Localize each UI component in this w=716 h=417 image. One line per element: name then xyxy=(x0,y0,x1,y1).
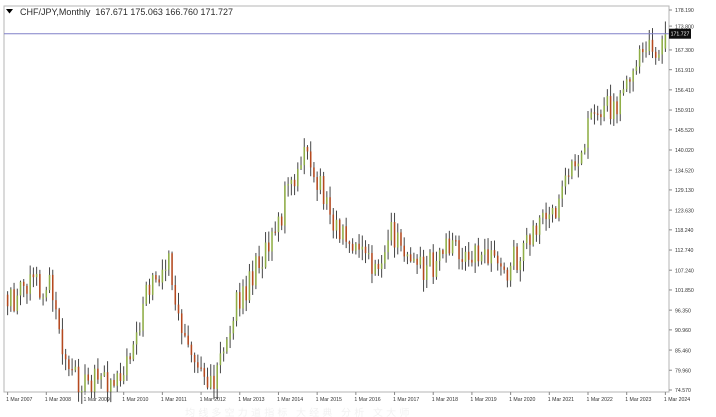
svg-text:161.910: 161.910 xyxy=(675,68,694,74)
svg-text:140.020: 140.020 xyxy=(675,148,694,154)
svg-text:178.190: 178.190 xyxy=(675,8,694,14)
svg-text:156.410: 156.410 xyxy=(675,88,694,94)
svg-text:134.520: 134.520 xyxy=(675,168,694,174)
svg-text:85.460: 85.460 xyxy=(675,348,691,354)
svg-text:1 Mar 2015: 1 Mar 2015 xyxy=(316,397,342,403)
svg-text:79.960: 79.960 xyxy=(675,368,691,374)
svg-text:96.350: 96.350 xyxy=(675,308,691,314)
svg-text:123.630: 123.630 xyxy=(675,208,694,214)
svg-text:1 Mar 2011: 1 Mar 2011 xyxy=(161,397,187,403)
svg-text:1 Mar 2020: 1 Mar 2020 xyxy=(509,397,535,403)
svg-text:112.740: 112.740 xyxy=(675,248,693,254)
svg-text:1 Mar 2012: 1 Mar 2012 xyxy=(200,397,226,403)
svg-text:1 Mar 2013: 1 Mar 2013 xyxy=(238,397,264,403)
svg-text:1 Mar 2024: 1 Mar 2024 xyxy=(664,397,690,403)
svg-text:1 Mar 2009: 1 Mar 2009 xyxy=(84,397,110,403)
svg-text:129.130: 129.130 xyxy=(675,188,694,194)
svg-text:167.300: 167.300 xyxy=(675,48,694,54)
svg-text:150.910: 150.910 xyxy=(675,108,694,114)
svg-text:1 Mar 2016: 1 Mar 2016 xyxy=(354,397,380,403)
svg-text:1 Mar 2014: 1 Mar 2014 xyxy=(277,397,303,403)
svg-text:145.520: 145.520 xyxy=(675,128,694,134)
svg-text:1 Mar 2010: 1 Mar 2010 xyxy=(122,397,148,403)
svg-text:101.850: 101.850 xyxy=(675,288,694,294)
svg-text:74.570: 74.570 xyxy=(675,388,691,394)
svg-text:1 Mar 2021: 1 Mar 2021 xyxy=(548,397,574,403)
svg-text:1 Mar 2008: 1 Mar 2008 xyxy=(45,397,71,403)
svg-text:1 Mar 2022: 1 Mar 2022 xyxy=(587,397,613,403)
svg-text:171.727: 171.727 xyxy=(671,32,690,38)
svg-text:118.240: 118.240 xyxy=(675,228,693,234)
svg-text:1 Mar 2007: 1 Mar 2007 xyxy=(6,397,32,403)
svg-text:1 Mar 2019: 1 Mar 2019 xyxy=(470,397,496,403)
svg-text:107.240: 107.240 xyxy=(675,268,694,274)
svg-text:90.960: 90.960 xyxy=(675,328,691,334)
svg-text:1 Mar 2018: 1 Mar 2018 xyxy=(432,397,458,403)
svg-text:1 Mar 2017: 1 Mar 2017 xyxy=(393,397,419,403)
svg-text:1 Mar 2023: 1 Mar 2023 xyxy=(625,397,651,403)
